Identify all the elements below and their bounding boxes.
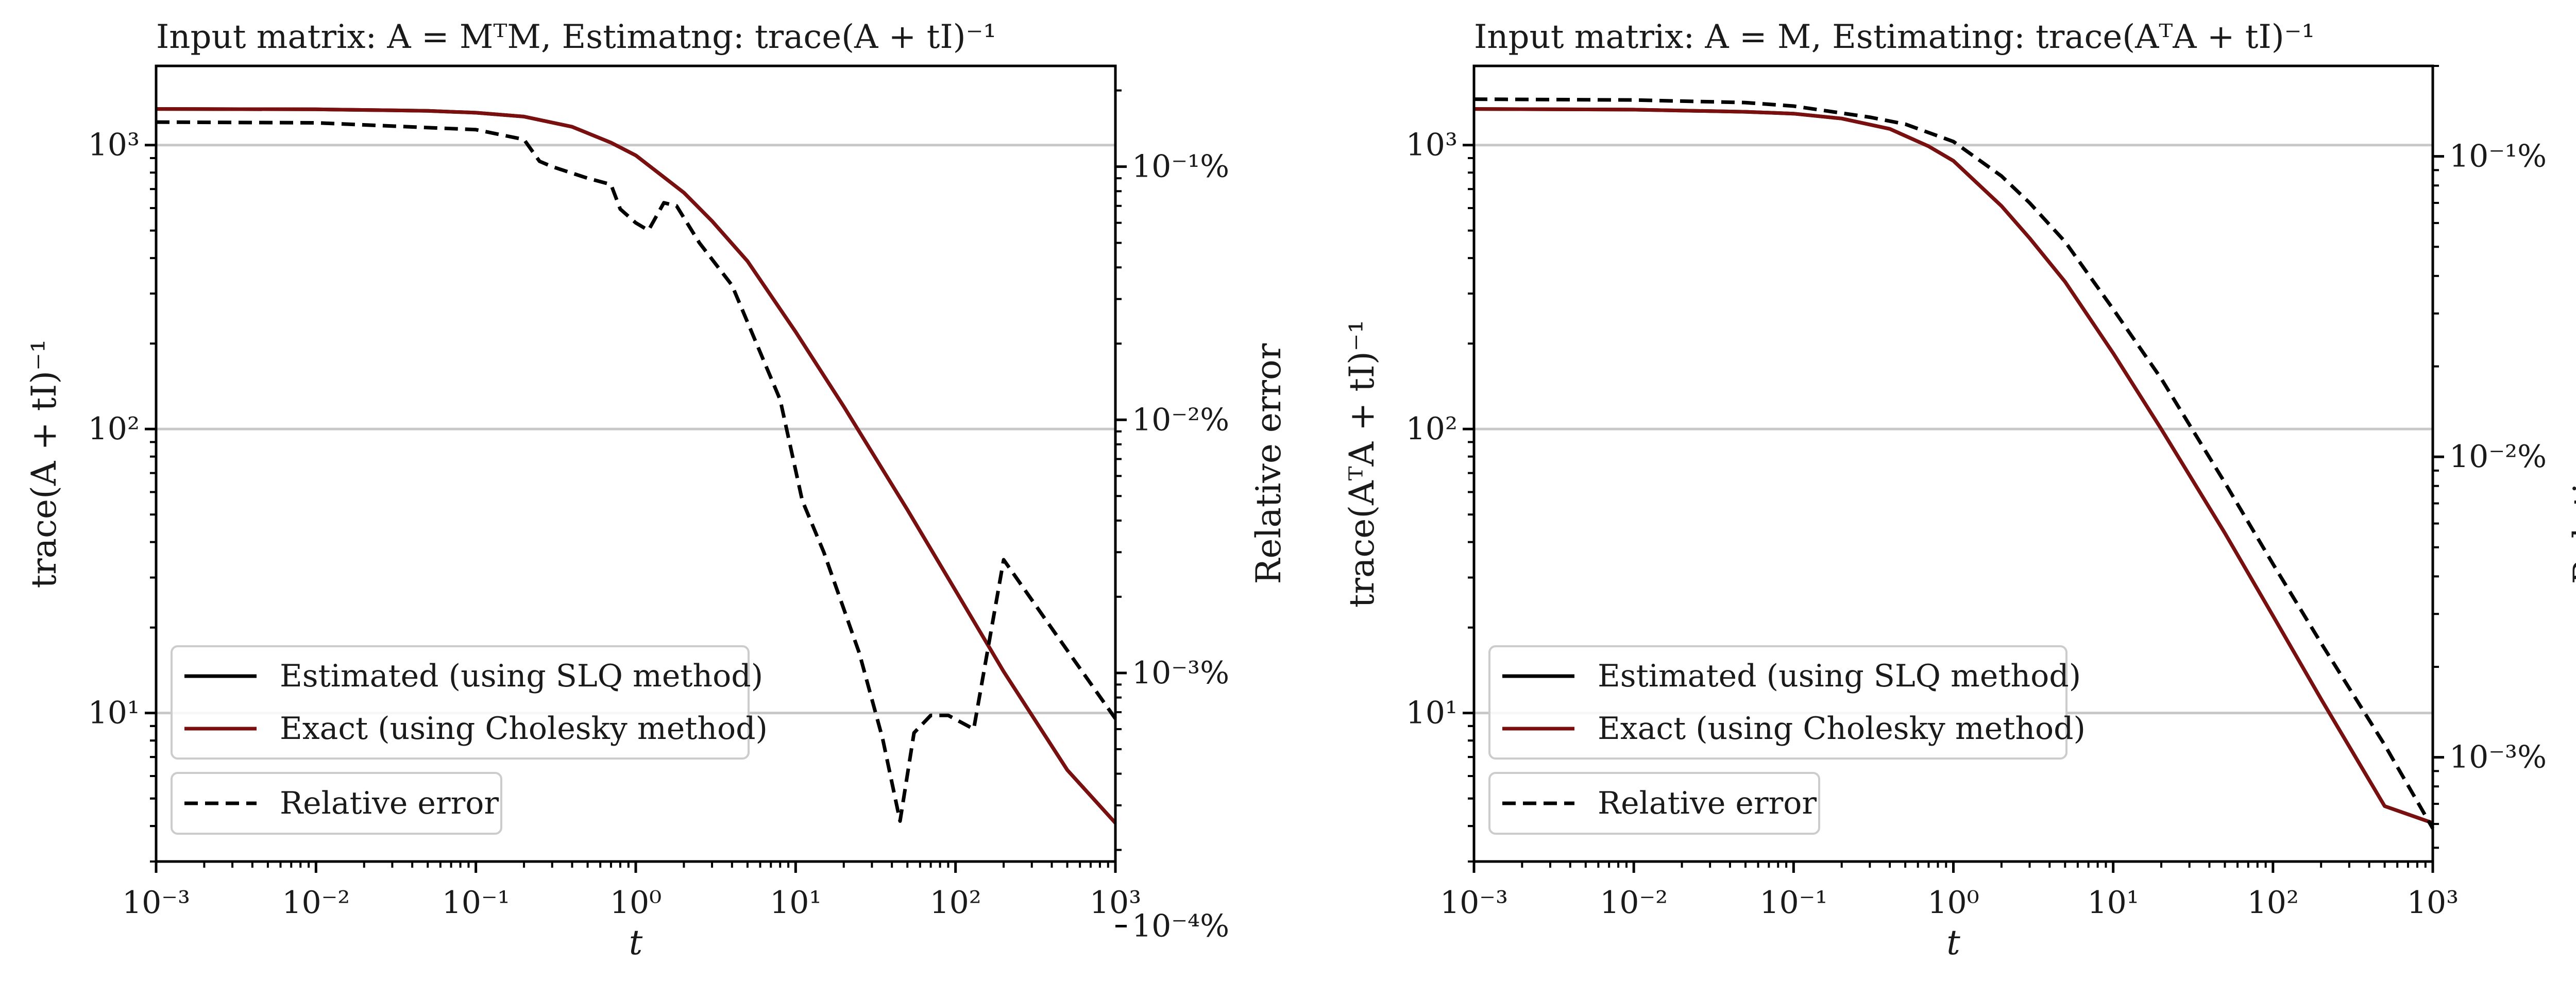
x-tick-label: 10⁻¹ xyxy=(1759,885,1827,921)
legend-main-box xyxy=(1488,645,2067,760)
y2-tick-label: 10⁻³% xyxy=(2449,739,2547,776)
legend-main-box xyxy=(171,645,750,760)
right-chart-panel: 10⁻³ 10⁻² 10⁻¹ 10⁰ 10¹ 10² 10³ 10¹ 10² 10³ 10⁻³% 10… xyxy=(1342,18,2576,962)
legend-error-label: Relative error xyxy=(280,785,499,821)
y-tick-label: 10² xyxy=(88,411,140,447)
exact-line xyxy=(1473,107,2434,825)
x-tick-label: 10² xyxy=(929,885,981,921)
y2-tick-label: 10⁻²% xyxy=(2449,439,2547,475)
x-tick-label: 10³ xyxy=(2407,885,2459,921)
x-axis-label: t xyxy=(1946,923,1960,962)
x-tick-label: 10¹ xyxy=(770,885,821,921)
y-axis-label: trace(AᵀA + tI)⁻¹ xyxy=(1342,320,1382,608)
y2-tick-label: 10⁻²% xyxy=(1132,402,1229,438)
x-tick-label: 10⁻² xyxy=(1600,885,1668,921)
y-tick-label: 10¹ xyxy=(1406,695,1458,731)
x-tick-label: 10² xyxy=(2247,885,2299,921)
legend-error-label: Relative error xyxy=(1598,785,1817,821)
relative-error-line xyxy=(1473,97,2435,830)
y-tick-label: 10¹ xyxy=(88,695,140,731)
y2-axis-label: Relative error xyxy=(1249,343,1289,584)
legend-main: Estimated (using SLQ method) Exact (using… xyxy=(171,645,768,760)
legend-estimated-label: Estimated (using SLQ method) xyxy=(280,658,763,694)
y2-axis-label: Relative error xyxy=(2566,343,2576,584)
legend-estimated-label: Estimated (using SLQ method) xyxy=(1598,658,2081,694)
x-axis-label: t xyxy=(629,923,643,962)
chart-title: Input matrix: A = MᵀM, Estimatng: trace(… xyxy=(156,18,996,56)
x-tick-label: 10⁻³ xyxy=(122,885,190,921)
relative-error-line xyxy=(156,120,1117,823)
y2-tick-label: 10⁻³% xyxy=(1132,655,1229,691)
legend-exact-label: Exact (using Cholesky method) xyxy=(1598,711,2086,747)
legend-error-box xyxy=(1488,772,1820,835)
x-tick-label: 10⁻¹ xyxy=(442,885,510,921)
x-tick-label: 10⁻³ xyxy=(1440,885,1508,921)
legend-exact-label: Exact (using Cholesky method) xyxy=(280,711,768,747)
x-tick-label: 10⁻² xyxy=(282,885,350,921)
y-tick-label: 10³ xyxy=(88,127,140,163)
y-axis-label: trace(A + tI)⁻¹ xyxy=(24,339,64,589)
x-tick-label: 10¹ xyxy=(2087,885,2139,921)
y2-tick-label: 10⁻⁴% xyxy=(1132,908,1229,944)
x-tick-label: 10³ xyxy=(1090,885,1141,921)
y2-tick-label: 10⁻¹% xyxy=(1132,149,1229,185)
exact-line xyxy=(156,107,1117,824)
x-tick-label: 10⁰ xyxy=(610,885,662,921)
legend-main: Estimated (using SLQ method) Exact (using… xyxy=(1488,645,2086,760)
y-tick-label: 10³ xyxy=(1406,127,1458,163)
left-chart-panel: 10⁻³ 10⁻² 10⁻¹ 10⁰ 10¹ 10² 10³10¹10²10³10⁻⁴%10… xyxy=(24,18,1289,962)
legend-error: Relative error xyxy=(1488,772,1820,835)
y-tick-label: 10² xyxy=(1406,411,1458,447)
legend-error-box xyxy=(171,772,502,835)
y2-tick-label: 10⁻¹% xyxy=(2449,139,2547,175)
legend-error: Relative error xyxy=(171,772,502,835)
chart-title: Input matrix: A = M, Estimating: trace(A… xyxy=(1474,18,2315,56)
x-tick-label: 10⁰ xyxy=(1927,885,1979,921)
